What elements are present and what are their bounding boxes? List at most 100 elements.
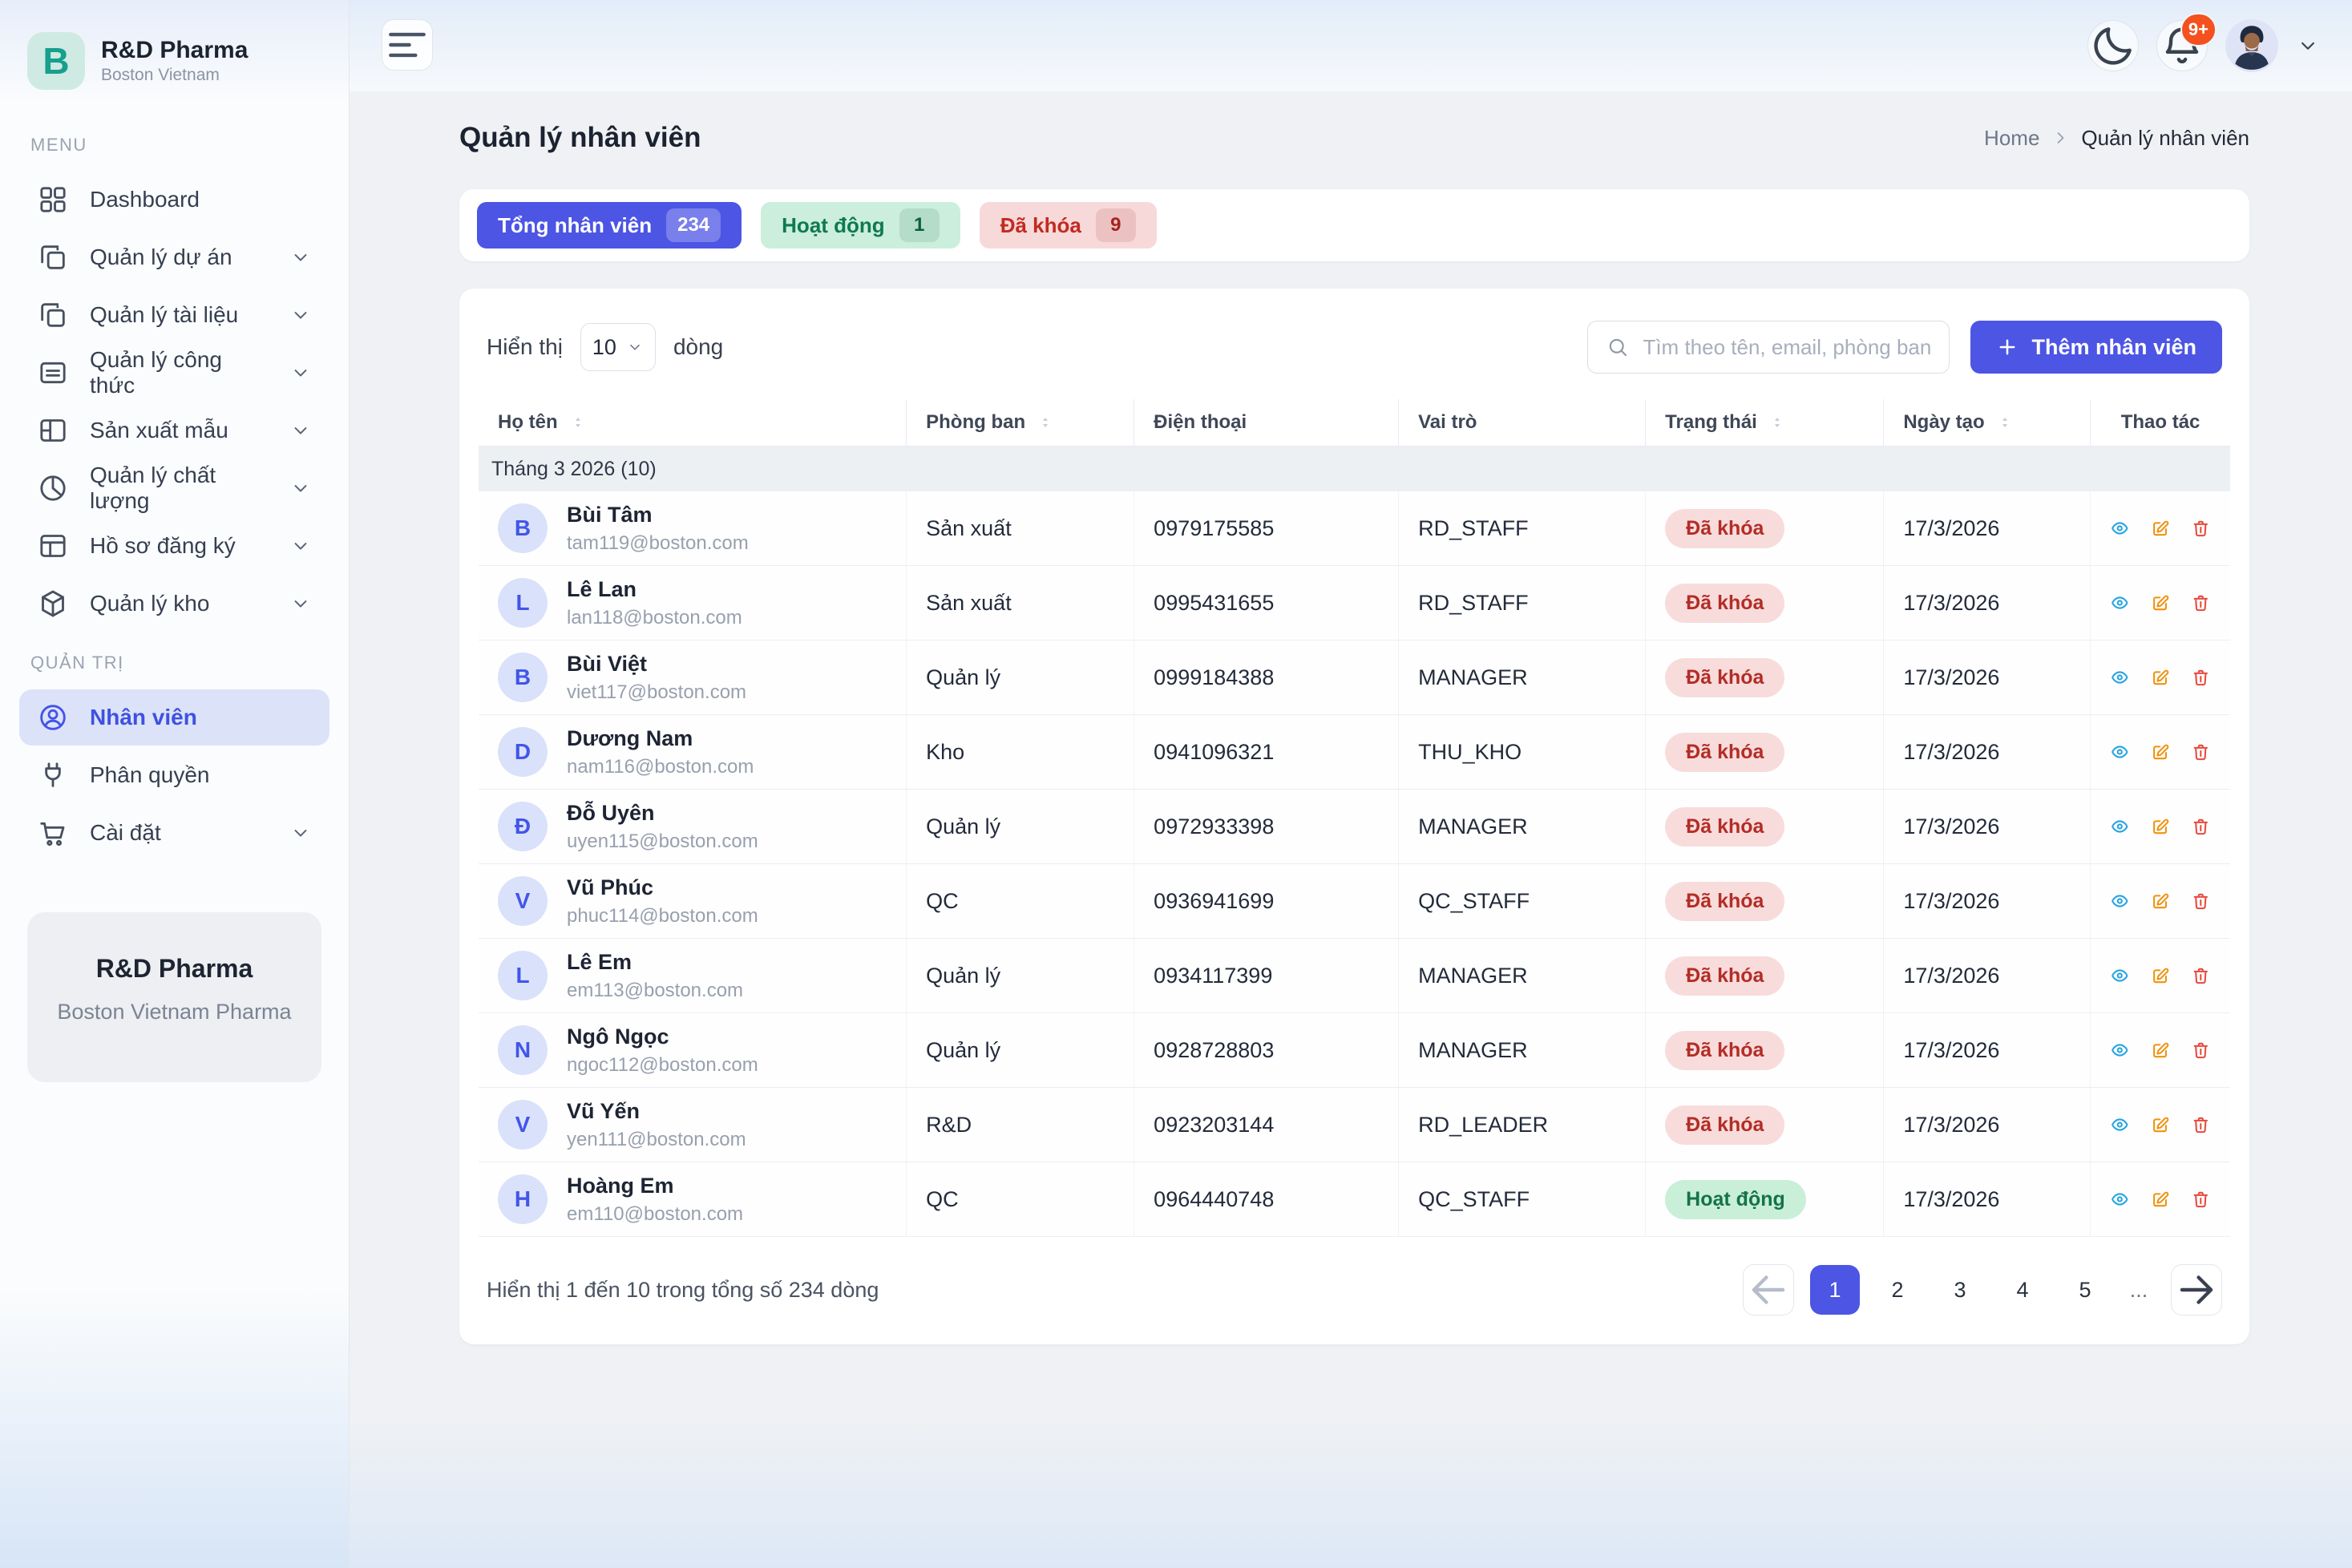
- employee-name: Bùi Tâm: [567, 502, 653, 527]
- status-badge: Đã khóa: [1665, 881, 1785, 921]
- table-row: B Bùi Tâm tam119@boston.com Sản xuất 0979175…: [479, 491, 2230, 566]
- edit-button[interactable]: [2151, 1036, 2171, 1065]
- notifications-button[interactable]: 9+: [2156, 13, 2217, 71]
- role-cell: QC_STAFF: [1398, 1162, 1645, 1236]
- delete-button[interactable]: [2191, 663, 2211, 692]
- view-button[interactable]: [2110, 812, 2130, 841]
- employee-name: Hoàng Em: [567, 1173, 674, 1198]
- view-button[interactable]: [2110, 738, 2130, 766]
- employee-name: Vũ Phúc: [567, 875, 654, 899]
- edit-button[interactable]: [2151, 812, 2171, 841]
- sidebar-item-documents[interactable]: Quản lý tài liệu: [19, 287, 329, 343]
- date-cell: 17/3/2026: [1883, 1088, 2090, 1162]
- profile-menu-button[interactable]: [2296, 34, 2320, 58]
- breadcrumb-home[interactable]: Home: [1984, 125, 2040, 150]
- delete-button[interactable]: [2191, 588, 2211, 617]
- page-number-5[interactable]: 5: [2079, 1277, 2091, 1302]
- view-button[interactable]: [2110, 514, 2130, 543]
- phone-cell: 0941096321: [1134, 715, 1398, 789]
- page-number-4[interactable]: 4: [2016, 1277, 2029, 1302]
- sidebar-item-label: Quản lý dự án: [90, 244, 232, 269]
- chevron-down-icon: [289, 246, 312, 269]
- view-button[interactable]: [2110, 1110, 2130, 1139]
- row-avatar: N: [498, 1025, 548, 1075]
- sidebar-item-permissions[interactable]: Phân quyền: [19, 747, 329, 803]
- column-header[interactable]: Họ tên: [479, 399, 906, 446]
- prev-page-button[interactable]: [1743, 1264, 1794, 1315]
- column-header[interactable]: Phòng ban: [906, 399, 1134, 446]
- sidebar-item-quality[interactable]: Quản lý chất lượng: [19, 460, 329, 516]
- edit-button[interactable]: [2151, 1110, 2171, 1139]
- delete-button[interactable]: [2191, 738, 2211, 766]
- edit-button[interactable]: [2151, 887, 2171, 915]
- sidebar-item-dashboard[interactable]: Dashboard: [19, 172, 329, 228]
- chevron-down-icon: [289, 477, 312, 499]
- edit-button[interactable]: [2151, 663, 2171, 692]
- date-cell: 17/3/2026: [1883, 1013, 2090, 1087]
- role-cell: RD_LEADER: [1398, 1088, 1645, 1162]
- sidebar-item-label: Nhân viên: [90, 705, 197, 729]
- sidebar-footer-card: R&D Pharma Boston Vietnam Pharma: [27, 912, 321, 1082]
- phone-cell: 0936941699: [1134, 864, 1398, 938]
- moon-icon: [2088, 21, 2138, 71]
- sidebar-item-formulas[interactable]: Quản lý công thức: [19, 345, 329, 401]
- stats-card: Tổng nhân viên 234 Hoạt động 1 Đã khóa 9: [459, 189, 2249, 261]
- status-badge: Đã khóa: [1665, 583, 1785, 623]
- edit-button[interactable]: [2151, 514, 2171, 543]
- dark-mode-button[interactable]: [2087, 20, 2139, 71]
- page-number-1[interactable]: 1: [1810, 1265, 1860, 1315]
- edit-button[interactable]: [2151, 588, 2171, 617]
- next-page-button[interactable]: [2171, 1264, 2222, 1315]
- employee-table: Họ tên Phòng ban Điện thoại Vai trò Trạng th…: [479, 399, 2230, 1237]
- sidebar-toggle-button[interactable]: [382, 19, 433, 71]
- employee-email: yen111@boston.com: [567, 1128, 746, 1150]
- page-number-3[interactable]: 3: [1954, 1277, 1966, 1302]
- page-number-2[interactable]: 2: [1891, 1277, 1904, 1302]
- sort-icon: [1996, 414, 2014, 431]
- page-size-select[interactable]: 10: [580, 323, 656, 371]
- sidebar-menu: Dashboard Quản lý dự án Quản lý tài liệu Qu…: [19, 172, 329, 632]
- brand-subtitle: Boston Vietnam: [101, 66, 220, 84]
- column-header[interactable]: Trạng thái: [1645, 399, 1883, 446]
- date-cell: 17/3/2026: [1883, 790, 2090, 863]
- sidebar-item-label: Hồ sơ đăng ký: [90, 533, 236, 558]
- admin-section-label: QUẢN TRỊ: [30, 653, 124, 673]
- user-avatar[interactable]: [2225, 19, 2278, 72]
- view-button[interactable]: [2110, 961, 2130, 990]
- view-button[interactable]: [2110, 1036, 2130, 1065]
- main-content: Quản lý nhân viên Home Quản lý nhân viên…: [350, 91, 2352, 1568]
- delete-button[interactable]: [2191, 812, 2211, 841]
- edit-button[interactable]: [2151, 738, 2171, 766]
- edit-button[interactable]: [2151, 961, 2171, 990]
- delete-button[interactable]: [2191, 1185, 2211, 1214]
- sidebar-item-settings[interactable]: Cài đặt: [19, 805, 329, 861]
- delete-button[interactable]: [2191, 1036, 2211, 1065]
- add-employee-button[interactable]: Thêm nhân viên: [1970, 321, 2222, 374]
- footer-company-subtitle: Boston Vietnam Pharma: [57, 1000, 292, 1024]
- page-ellipsis: ...: [2129, 1277, 2148, 1302]
- view-button[interactable]: [2110, 588, 2130, 617]
- edit-button[interactable]: [2151, 1185, 2171, 1214]
- view-button[interactable]: [2110, 1185, 2130, 1214]
- sidebar-item-sample-production[interactable]: Sản xuất mẫu: [19, 402, 329, 459]
- search-input[interactable]: [1643, 334, 1932, 360]
- row-avatar: V: [498, 1100, 548, 1150]
- delete-button[interactable]: [2191, 887, 2211, 915]
- sidebar-item-warehouse[interactable]: Quản lý kho: [19, 576, 329, 632]
- filter-chip-primary[interactable]: Tổng nhân viên 234: [477, 202, 742, 249]
- employee-name: Bùi Việt: [567, 651, 648, 676]
- filter-chip-success[interactable]: Hoạt động 1: [761, 202, 960, 249]
- sort-icon: [1768, 414, 1786, 431]
- sidebar-item-registration[interactable]: Hồ sơ đăng ký: [19, 518, 329, 574]
- view-button[interactable]: [2110, 663, 2130, 692]
- filter-chip-danger[interactable]: Đã khóa 9: [979, 202, 1157, 249]
- status-badge: Đã khóa: [1665, 508, 1785, 548]
- view-button[interactable]: [2110, 887, 2130, 915]
- sidebar-item-employees[interactable]: Nhân viên: [19, 689, 329, 746]
- delete-button[interactable]: [2191, 961, 2211, 990]
- user-icon: [37, 701, 69, 733]
- delete-button[interactable]: [2191, 1110, 2211, 1139]
- delete-button[interactable]: [2191, 514, 2211, 543]
- column-header[interactable]: Ngày tạo: [1883, 399, 2090, 446]
- sidebar-item-projects[interactable]: Quản lý dự án: [19, 229, 329, 285]
